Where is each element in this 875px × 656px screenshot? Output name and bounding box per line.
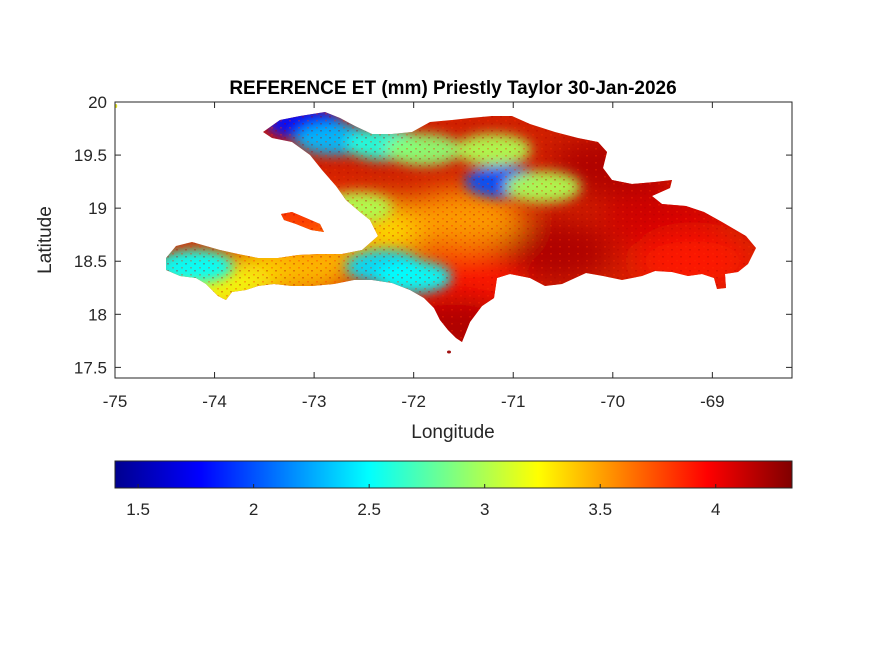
x-tick-label: -69 — [700, 392, 725, 411]
x-tick-label: -70 — [601, 392, 626, 411]
y-tick-label: 17.5 — [74, 358, 107, 377]
y-tick-label: 19.5 — [74, 146, 107, 165]
x-tick-label: -74 — [202, 392, 227, 411]
x-axis-label: Longitude — [411, 422, 494, 443]
y-tick-label: 18.5 — [74, 252, 107, 271]
colorbar-tick-label: 2 — [249, 500, 258, 519]
y-tick-label: 18 — [88, 305, 107, 324]
colorbar-tick-label: 2.5 — [357, 500, 381, 519]
colorbar-ticks: 1.5 2 2.5 3 3.5 4 — [126, 484, 720, 519]
x-tick-label: -72 — [401, 392, 426, 411]
y-axis-label: Latitude — [35, 206, 56, 274]
chart-title: REFERENCE ET (mm) Priestly Taylor 30-Jan… — [229, 78, 676, 99]
x-tick-label: -71 — [501, 392, 526, 411]
y-tick-label: 19 — [88, 199, 107, 218]
colorbar-tick-label: 1.5 — [126, 500, 150, 519]
y-axis: 17.5 18 18.5 19 19.5 20 — [74, 93, 792, 377]
colorbar-tick-label: 3.5 — [588, 500, 612, 519]
x-tick-label: -75 — [103, 392, 128, 411]
colorbar-tick-label: 3 — [480, 500, 489, 519]
x-axis: -75 -74 -73 -72 -71 -70 -69 — [103, 102, 725, 411]
colorbar-gradient — [114, 460, 793, 489]
y-tick-label: 20 — [88, 93, 107, 112]
small-islet — [447, 350, 451, 354]
colorbar-tick-label: 4 — [711, 500, 720, 519]
colorbar: 1.5 2 2.5 3 3.5 4 — [114, 460, 793, 519]
x-tick-label: -73 — [302, 392, 327, 411]
